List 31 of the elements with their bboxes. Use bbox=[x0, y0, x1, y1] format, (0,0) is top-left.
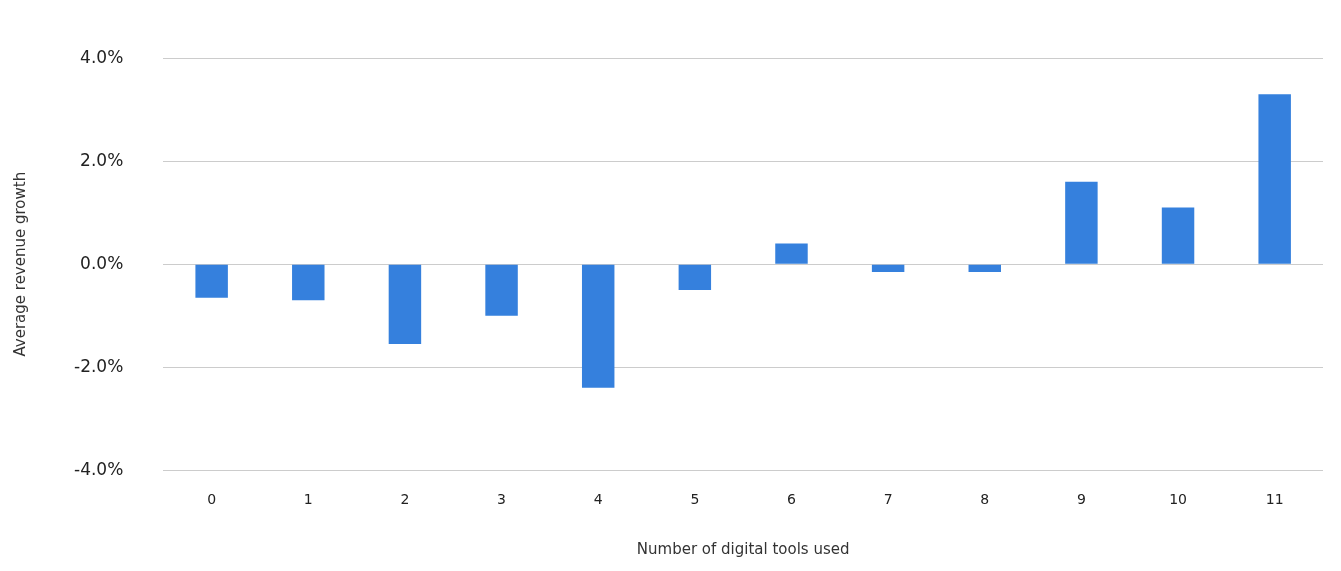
bar bbox=[195, 264, 228, 298]
bar bbox=[388, 264, 422, 345]
x-tick-label: 1 bbox=[303, 491, 313, 508]
x-tick-label: 0 bbox=[207, 491, 217, 508]
y-tick-label: -4.0% bbox=[74, 458, 124, 479]
bar bbox=[775, 243, 808, 264]
bar bbox=[968, 264, 1001, 272]
x-tick-label: 2 bbox=[400, 491, 410, 508]
x-tick-label: 7 bbox=[883, 491, 893, 508]
bar bbox=[1065, 181, 1098, 264]
x-tick-label: 5 bbox=[690, 491, 700, 508]
bar bbox=[581, 264, 615, 388]
y-tick-label: -2.0% bbox=[74, 355, 124, 376]
x-tick-label: 9 bbox=[1076, 491, 1086, 508]
y-tick-label: 0.0% bbox=[80, 252, 124, 273]
bar bbox=[292, 264, 325, 301]
x-tick-label: 11 bbox=[1265, 491, 1284, 508]
x-tick-label: 10 bbox=[1169, 491, 1187, 508]
x-tick-label: 8 bbox=[980, 491, 990, 508]
y-tick-label: 4.0% bbox=[80, 46, 124, 67]
x-tick-label: 4 bbox=[593, 491, 603, 508]
x-tick-label: 3 bbox=[497, 491, 507, 508]
y-tick-label: 2.0% bbox=[80, 149, 124, 170]
bar bbox=[1161, 207, 1195, 264]
bar bbox=[871, 264, 905, 272]
x-tick-label: 6 bbox=[787, 491, 797, 508]
bar bbox=[678, 264, 712, 290]
y-axis-title: Average revenue growth bbox=[10, 171, 29, 357]
bar bbox=[1258, 94, 1291, 264]
x-axis-title: Number of digital tools used bbox=[636, 539, 850, 558]
bar bbox=[485, 264, 518, 316]
